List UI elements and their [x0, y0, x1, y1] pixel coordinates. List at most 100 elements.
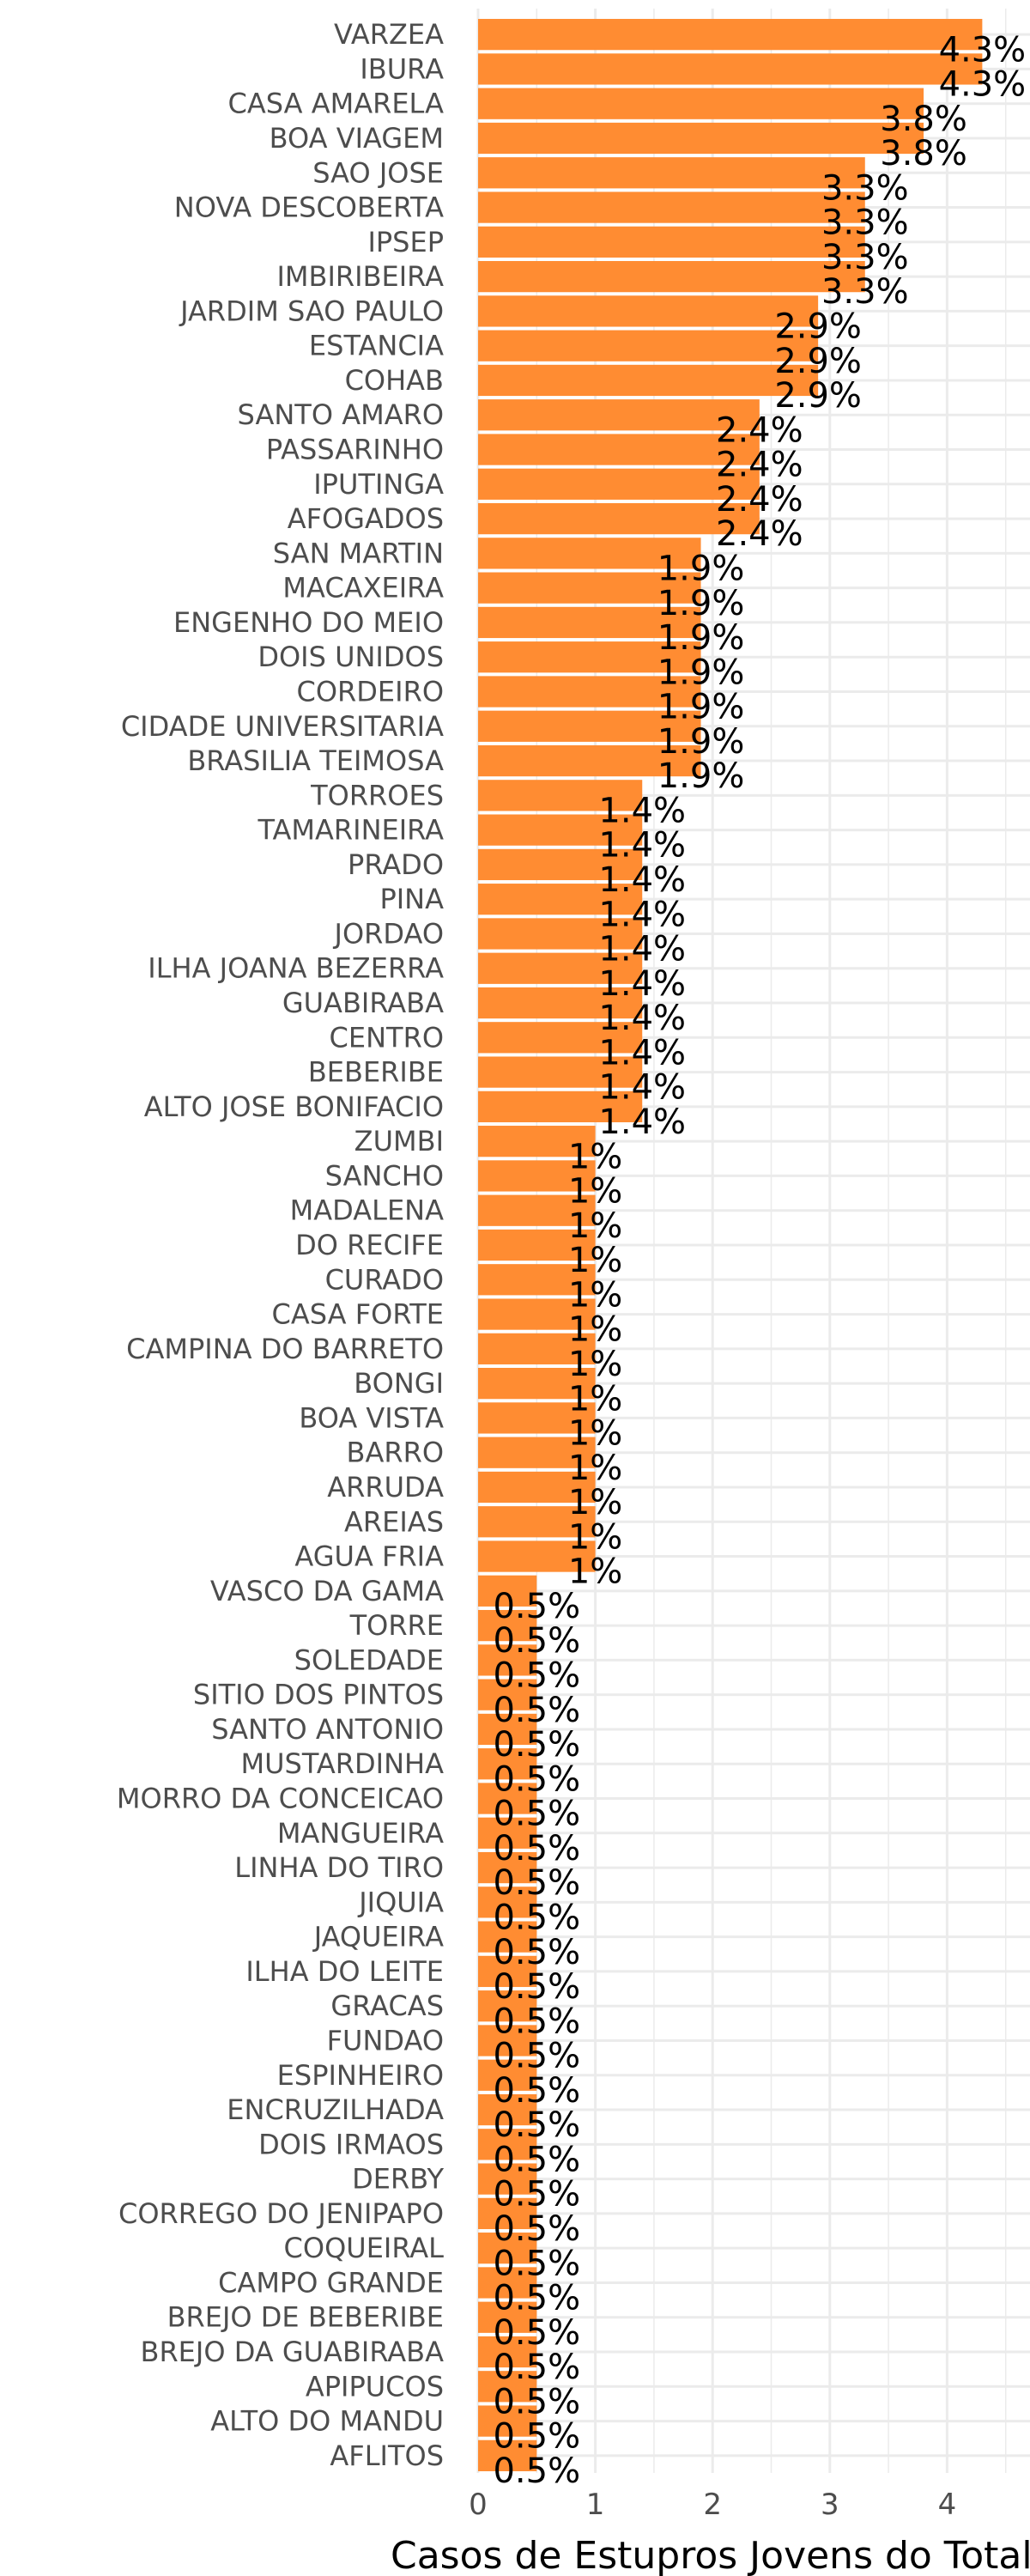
data-label: 1%: [568, 1414, 622, 1454]
category-label: VASCO DA GAMA: [210, 1575, 444, 1607]
bar: [478, 1817, 537, 1849]
data-label: 2.4%: [716, 446, 803, 485]
bar: [478, 122, 924, 155]
bar: [478, 2129, 537, 2160]
bar: [478, 780, 643, 811]
bar: [478, 744, 701, 777]
category-label: CENTRO: [330, 1021, 444, 1054]
bar: [478, 1921, 537, 1953]
category-label: BONGI: [354, 1367, 444, 1400]
category-label: AREIAS: [344, 1505, 444, 1538]
bar: [478, 434, 760, 465]
data-label: 2.4%: [716, 480, 803, 519]
data-label: 2.9%: [774, 342, 862, 381]
data-label: 0.5%: [493, 2313, 580, 2353]
category-label: ILHA JOANA BEZERRA: [148, 952, 444, 985]
bar: [478, 572, 701, 604]
data-label: 1.4%: [598, 964, 686, 1004]
data-label: 1%: [568, 1379, 622, 1419]
data-label: 1.4%: [598, 895, 686, 934]
category-label: ARRUDA: [327, 1471, 444, 1504]
category-label: IPUTINGA: [313, 468, 444, 501]
bar: [478, 1229, 596, 1261]
category-label: SAO JOSE: [312, 156, 444, 189]
bar: [478, 2025, 537, 2057]
bar: [478, 884, 643, 915]
x-tick-label: 0: [469, 2488, 488, 2522]
category-label: LINHA DO TIRO: [234, 1851, 444, 1884]
category-label: MUSTARDINHA: [241, 1747, 445, 1780]
category-label: AFOGADOS: [288, 502, 444, 535]
bar: [478, 2093, 537, 2126]
data-label: 0.5%: [493, 1863, 580, 1903]
bar: [478, 1022, 643, 1054]
category-label: TORROES: [310, 779, 444, 811]
data-label: 0.5%: [493, 1933, 580, 1972]
category-label: ILHA DO LEITE: [245, 1955, 444, 1988]
bar: [478, 641, 701, 673]
data-label: 1%: [568, 1275, 622, 1315]
category-label: PRADO: [348, 848, 444, 881]
category-label: SOLEDADE: [294, 1643, 444, 1676]
bar: [478, 606, 701, 639]
category-label: ALTO DO MANDU: [210, 2405, 444, 2438]
bar: [478, 1955, 537, 1988]
bar: [478, 1851, 537, 1884]
category-label: JIQUIA: [357, 1886, 444, 1918]
category-label: SANCHO: [325, 1159, 444, 1192]
bar: [478, 1644, 537, 1676]
data-label: 0.5%: [493, 1621, 580, 1661]
category-label: ZUMBI: [354, 1125, 444, 1157]
bar: [478, 19, 983, 51]
category-label: CASA AMARELA: [228, 88, 445, 120]
category-label: AGUA FRIA: [294, 1540, 444, 1573]
data-label: 1.9%: [657, 688, 745, 727]
data-label: 0.5%: [493, 2002, 580, 2041]
category-label: CAMPINA DO BARRETO: [126, 1333, 444, 1365]
bar: [478, 2439, 537, 2471]
category-label: COHAB: [345, 364, 444, 397]
x-tick-label: 3: [821, 2488, 839, 2522]
bar: [478, 710, 701, 742]
category-label: ALTO JOSE BONIFACIO: [144, 1091, 444, 1123]
data-label: 0.5%: [493, 1725, 580, 1765]
data-label: 0.5%: [493, 2451, 580, 2491]
bar: [478, 399, 760, 431]
bar: [478, 260, 865, 293]
x-tick-label: 1: [586, 2488, 605, 2522]
data-label: 0.5%: [493, 2279, 580, 2318]
data-label: 1.4%: [598, 1033, 686, 1072]
category-label: SAN MARTIN: [273, 537, 444, 569]
category-label: CASA FORTE: [272, 1298, 444, 1331]
data-label: 0.5%: [493, 1898, 580, 1937]
data-label: 1.9%: [657, 549, 745, 588]
bar: [478, 1540, 596, 1572]
bar: [478, 88, 924, 119]
data-label: 0.5%: [493, 2105, 580, 2145]
x-axis-ticks: 0 1 2 3 4: [469, 2488, 956, 2522]
bar: [478, 987, 643, 1019]
data-label: 1%: [568, 1310, 622, 1350]
bar: [478, 295, 819, 327]
category-label: GUABIRABA: [282, 987, 444, 1019]
category-label: BARRO: [347, 1437, 445, 1469]
category-label: ENGENHO DO MEIO: [173, 606, 444, 639]
category-label: DOIS UNIDOS: [258, 641, 444, 673]
data-label: 1%: [568, 1241, 622, 1280]
data-label: 0.5%: [493, 2417, 580, 2457]
data-label: 0.5%: [493, 2140, 580, 2179]
data-label: 2.4%: [716, 514, 803, 554]
data-label: 1%: [568, 1483, 622, 1522]
data-label: 0.5%: [493, 2037, 580, 2076]
category-label: NOVA DESCOBERTA: [174, 191, 444, 224]
bar: [478, 1402, 596, 1434]
bar: [478, 676, 701, 708]
category-label: ESTANCIA: [309, 330, 444, 362]
category-label: CORDEIRO: [297, 675, 444, 708]
bar: [478, 502, 760, 535]
category-label: BRASILIA TEIMOSA: [187, 744, 444, 777]
bar: [478, 1264, 596, 1296]
category-label: VARZEA: [334, 18, 444, 51]
category-label: JORDAO: [333, 917, 444, 950]
